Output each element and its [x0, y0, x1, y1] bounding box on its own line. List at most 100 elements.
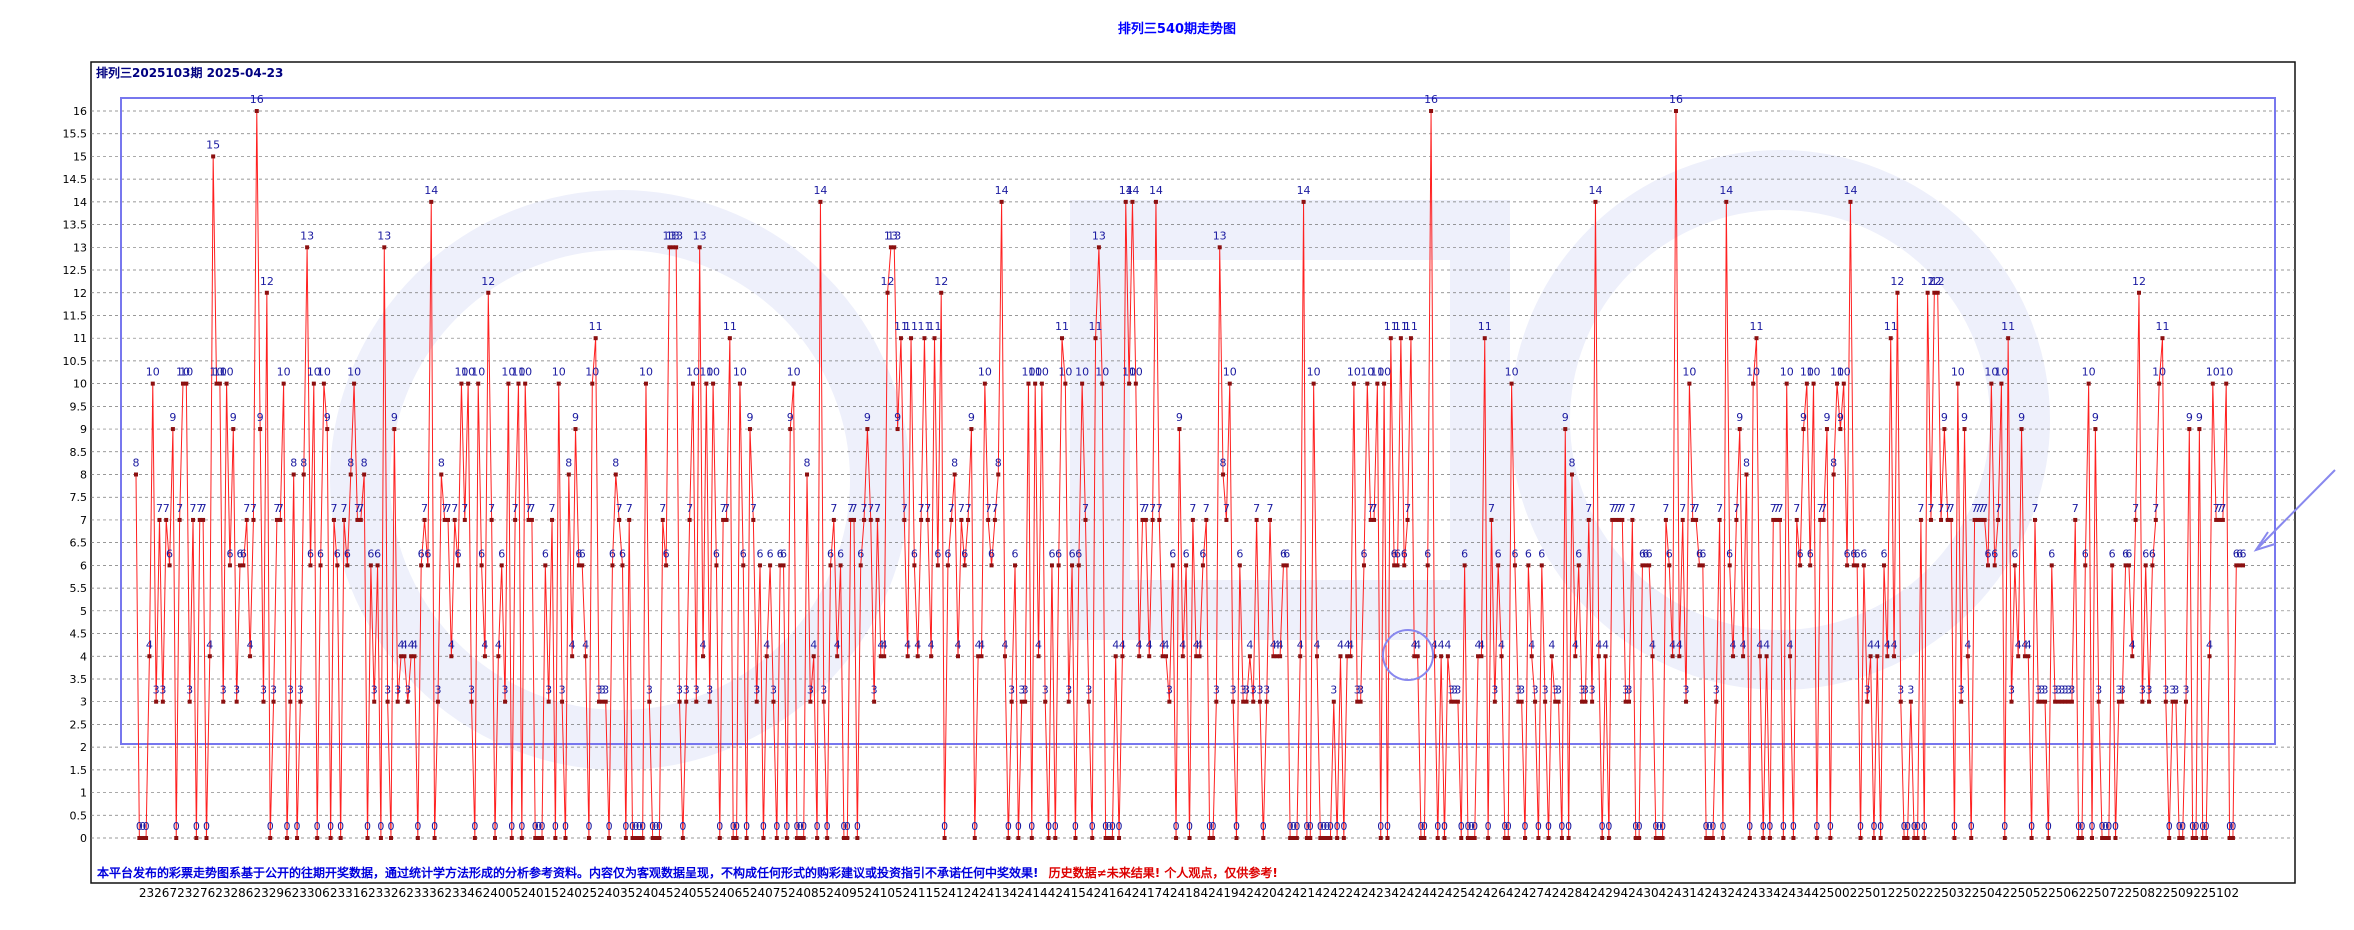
- data-point: [714, 563, 719, 568]
- data-label: 0: [1015, 820, 1022, 833]
- data-label: 4: [1891, 638, 1898, 651]
- data-point: [422, 517, 427, 522]
- data-point: [969, 427, 974, 432]
- data-point: [1539, 563, 1544, 568]
- data-point: [986, 517, 991, 522]
- data-label: 4: [975, 638, 982, 651]
- x-tick-label: 25052: [2010, 886, 2048, 900]
- data-point: [479, 563, 484, 568]
- data-label: 0: [797, 820, 804, 833]
- data-point: [496, 654, 501, 659]
- data-point: [1449, 699, 1454, 704]
- data-point: [295, 836, 300, 840]
- data-label: 3: [1357, 684, 1364, 697]
- data-label: 6: [2149, 547, 2156, 560]
- data-point: [2153, 517, 2158, 522]
- data-point: [610, 563, 615, 568]
- data-point: [227, 563, 232, 568]
- data-label: 3: [1451, 684, 1458, 697]
- data-label: 0: [337, 820, 344, 833]
- data-point: [989, 563, 994, 568]
- data-label: 14: [1297, 184, 1311, 197]
- data-point: [385, 699, 390, 704]
- data-label: 3: [1330, 684, 1337, 697]
- data-point: [1341, 836, 1346, 840]
- data-point: [1690, 517, 1695, 522]
- data-label: 0: [1760, 820, 1767, 833]
- data-point: [919, 517, 924, 522]
- data-point: [1986, 563, 1991, 568]
- data-point: [412, 654, 417, 659]
- data-point: [647, 699, 652, 704]
- data-label: 10: [1035, 366, 1049, 379]
- data-point: [707, 699, 712, 704]
- data-point: [281, 381, 286, 386]
- data-label: 7: [512, 502, 519, 515]
- data-point: [1016, 836, 1021, 840]
- data-point: [1123, 199, 1128, 204]
- data-label: 12: [1931, 275, 1945, 288]
- data-point: [2241, 563, 2245, 568]
- data-label: 7: [2216, 502, 2223, 515]
- data-point: [2069, 699, 2074, 704]
- data-label: 7: [341, 502, 348, 515]
- data-point: [1710, 836, 1715, 840]
- data-label: 8: [804, 457, 811, 470]
- data-label: 0: [2166, 820, 2173, 833]
- data-label: 3: [1230, 684, 1237, 697]
- data-point: [1130, 199, 1135, 204]
- data-point: [1143, 517, 1148, 522]
- chart-title: 排列三540期走势图: [1118, 21, 1236, 37]
- data-point: [1325, 836, 1330, 840]
- data-point: [150, 381, 155, 386]
- data-point: [1033, 381, 1038, 386]
- data-label: 6: [2082, 547, 2089, 560]
- data-label: 7: [354, 502, 361, 515]
- data-label: 0: [518, 820, 525, 833]
- data-point: [1898, 699, 1903, 704]
- data-point: [217, 381, 222, 386]
- data-label: 7: [686, 502, 693, 515]
- data-point: [536, 836, 541, 840]
- data-point: [539, 836, 544, 840]
- data-point: [476, 381, 481, 386]
- data-label: 4: [1740, 638, 1747, 651]
- data-point: [768, 563, 773, 568]
- data-point: [566, 472, 571, 477]
- data-label: 10: [277, 366, 291, 379]
- data-point: [1197, 654, 1202, 659]
- x-tick-label: 23326: [368, 886, 406, 900]
- data-label: 13: [887, 229, 901, 242]
- data-point: [1472, 836, 1477, 840]
- data-label: 0: [1522, 820, 1529, 833]
- data-label: 6: [1850, 547, 1857, 560]
- data-point: [442, 517, 447, 522]
- y-tick-label: 16: [73, 105, 87, 118]
- data-label: 10: [307, 366, 321, 379]
- data-point: [858, 563, 863, 568]
- data-point: [2026, 654, 2031, 659]
- data-label: 4: [2129, 638, 2136, 651]
- data-point: [2214, 517, 2219, 522]
- data-point: [449, 654, 454, 659]
- data-label: 7: [1609, 502, 1616, 515]
- data-point: [1680, 517, 1685, 522]
- data-label: 9: [572, 411, 579, 424]
- data-point: [764, 654, 769, 659]
- data-label: 3: [1454, 684, 1461, 697]
- data-label: 9: [1562, 411, 1569, 424]
- data-label: 7: [965, 502, 972, 515]
- data-label: 4: [1246, 638, 1253, 651]
- x-tick-label: 24134: [979, 886, 1017, 900]
- data-label: 13: [884, 229, 898, 242]
- data-point: [1566, 836, 1571, 840]
- data-point: [1603, 654, 1608, 659]
- data-label: 0: [1317, 820, 1324, 833]
- data-point: [157, 517, 162, 522]
- data-point: [2046, 836, 2051, 840]
- data-label: 0: [1173, 820, 1180, 833]
- data-point: [855, 836, 860, 840]
- data-label: 10: [2206, 366, 2220, 379]
- data-label: 10: [1837, 366, 1851, 379]
- data-point: [1647, 563, 1652, 568]
